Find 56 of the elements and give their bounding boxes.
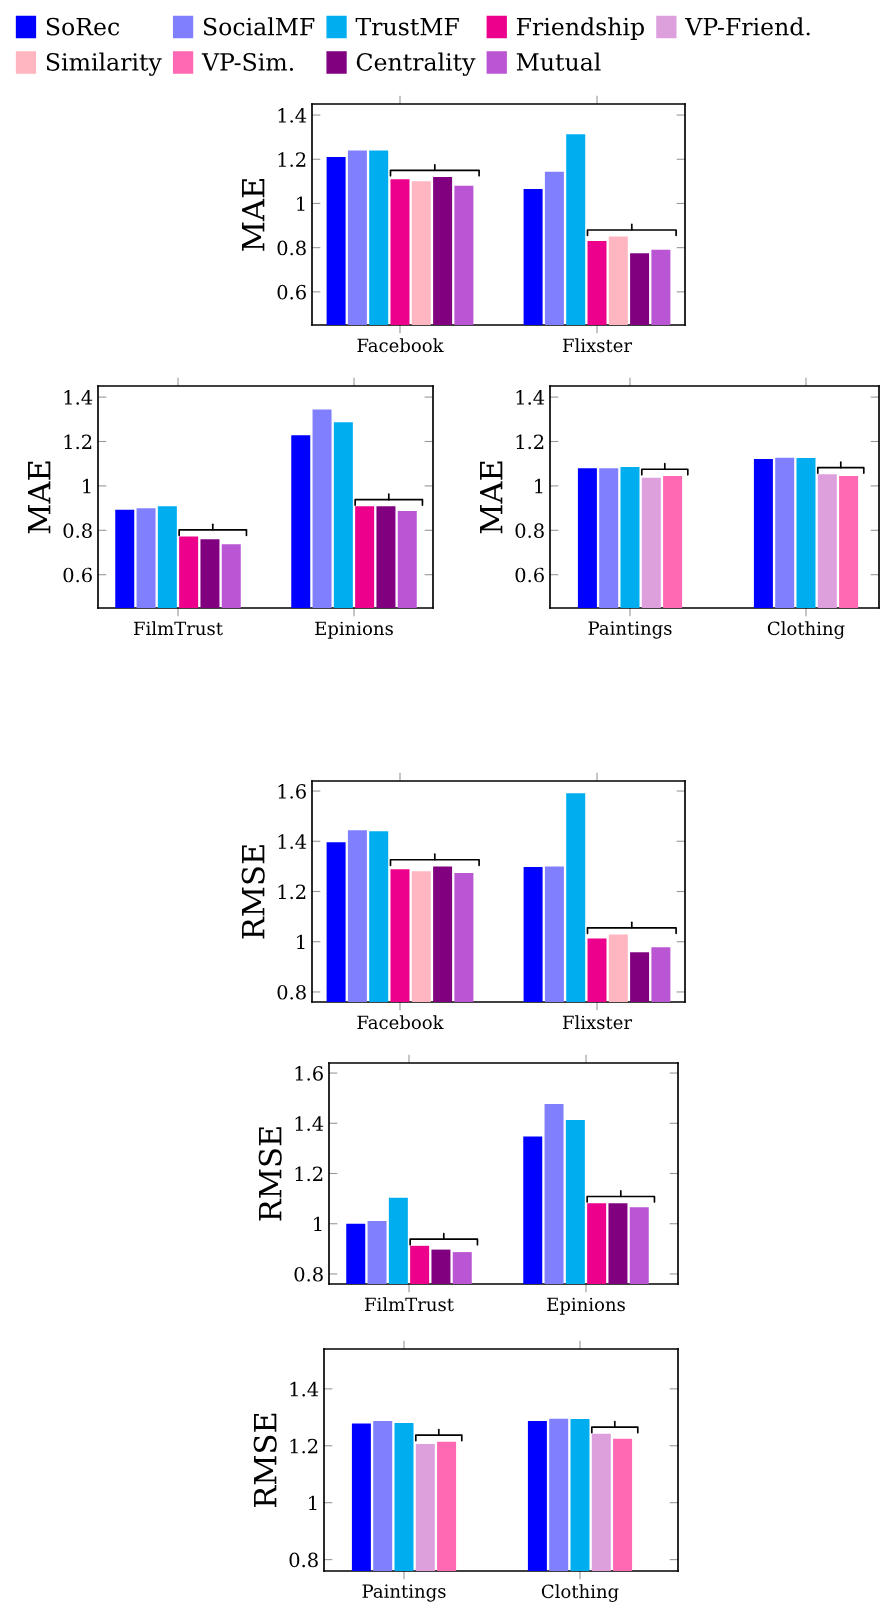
legend-label: SocialMF xyxy=(203,17,315,36)
y-tick-label: 1.2 xyxy=(64,434,92,450)
x-tick-label: FilmTrust xyxy=(133,621,223,636)
x-tick-label: Facebook xyxy=(357,338,444,353)
y-tick-label: 0.8 xyxy=(294,1266,323,1282)
y-tick-label: 1.4 xyxy=(290,1381,319,1397)
y-tick-label: 1 xyxy=(314,1216,322,1232)
y-tick-label: 0.8 xyxy=(289,1552,318,1568)
legend-label: Mutual xyxy=(516,52,601,71)
y-tick-label: 0.6 xyxy=(515,567,544,583)
y-tick-label: 1 xyxy=(535,478,543,494)
legend-label: SoRec xyxy=(46,17,120,36)
y-tick-label: 1.4 xyxy=(516,390,545,405)
x-tick-label: Clothing xyxy=(767,621,845,639)
y-tick-label: 1.4 xyxy=(295,1116,324,1131)
legend-label: Centrality xyxy=(356,52,476,76)
y-tick-label: 1.6 xyxy=(278,784,306,799)
y-tick-label: 0.6 xyxy=(63,567,92,583)
y-tick-label: 1 xyxy=(83,478,91,494)
y-tick-label: 1.2 xyxy=(290,1438,318,1454)
y-tick-label: 0.6 xyxy=(277,284,306,300)
x-tick-label: Flixster xyxy=(562,1015,633,1030)
y-tick-label: 1.6 xyxy=(295,1066,323,1081)
y-tick-label: 1.2 xyxy=(278,884,306,900)
y-tick-label: 1.4 xyxy=(64,390,93,405)
legend-label: TrustMF xyxy=(355,17,459,36)
y-axis-title: RMSE xyxy=(253,1413,277,1508)
legend-label: Similarity xyxy=(46,52,162,76)
x-tick-label: Epinions xyxy=(547,1297,625,1315)
y-tick-label: 0.8 xyxy=(63,523,92,538)
legend-label: Friendship xyxy=(516,17,644,41)
y-tick-label: 1 xyxy=(309,1495,317,1511)
y-tick-label: 1.4 xyxy=(278,108,307,123)
x-tick-label: Epinions xyxy=(315,621,393,639)
y-axis-title: MAE xyxy=(242,179,265,251)
x-tick-label: Flixster xyxy=(562,338,633,353)
y-tick-label: 0.8 xyxy=(515,523,544,538)
legend-label: VP-Friend. xyxy=(685,17,810,36)
y-axis-title: MAE xyxy=(480,461,503,534)
y-tick-label: 1.2 xyxy=(295,1166,323,1182)
y-axis-title: MAE xyxy=(28,461,51,534)
y-tick-label: 1.4 xyxy=(278,834,307,849)
y-tick-label: 0.8 xyxy=(277,240,306,256)
x-tick-label: Clothing xyxy=(541,1584,619,1602)
x-tick-label: Paintings xyxy=(588,621,672,639)
y-tick-label: 1.2 xyxy=(278,152,306,167)
y-tick-label: 1 xyxy=(297,934,305,950)
y-axis-title: RMSE xyxy=(258,1127,282,1221)
y-tick-label: 1 xyxy=(297,196,305,211)
y-axis-title: RMSE xyxy=(241,845,265,939)
y-tick-label: 1.2 xyxy=(516,434,544,450)
y-tick-label: 0.8 xyxy=(277,984,306,1000)
x-tick-label: Paintings xyxy=(362,1584,446,1602)
x-tick-label: FilmTrust xyxy=(364,1297,454,1312)
x-tick-label: Facebook xyxy=(357,1015,444,1030)
legend-label: VP-Sim. xyxy=(201,53,293,71)
